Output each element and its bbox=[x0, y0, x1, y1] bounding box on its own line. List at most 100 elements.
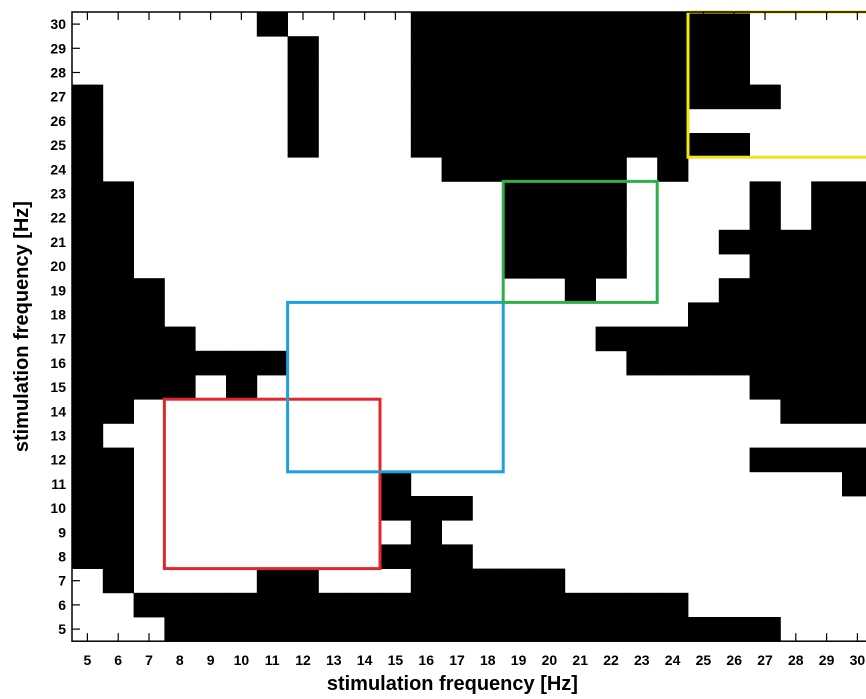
x-tick-label: 16 bbox=[418, 652, 434, 668]
heatmap-cell bbox=[595, 60, 627, 85]
heatmap-cell bbox=[534, 60, 566, 85]
heatmap-cell bbox=[441, 36, 473, 61]
heatmap-cell bbox=[749, 326, 781, 352]
heatmap-cell bbox=[749, 302, 781, 327]
heatmap-cell bbox=[410, 36, 442, 61]
y-tick-label: 23 bbox=[50, 186, 66, 202]
x-tick-label: 15 bbox=[388, 652, 404, 668]
heatmap-cell bbox=[287, 60, 319, 85]
heatmap-cell bbox=[287, 108, 319, 134]
heatmap-cell bbox=[595, 108, 627, 134]
heatmap-cell bbox=[102, 205, 134, 231]
heatmap-cell bbox=[595, 254, 627, 279]
heatmap-cell bbox=[133, 326, 165, 352]
heatmap-cell bbox=[657, 326, 689, 352]
heatmap-cell bbox=[595, 229, 627, 255]
heatmap-cell bbox=[503, 205, 535, 231]
heatmap-cell bbox=[410, 108, 442, 134]
heatmap-cell bbox=[780, 254, 812, 279]
heatmap-cell bbox=[657, 60, 689, 85]
heatmap-cell bbox=[503, 592, 535, 618]
y-tick-label: 26 bbox=[50, 113, 66, 129]
heatmap-cell bbox=[410, 496, 442, 521]
heatmap-cell bbox=[441, 157, 473, 182]
heatmap-cell bbox=[441, 108, 473, 134]
heatmap-cell bbox=[534, 157, 566, 182]
highlight-box bbox=[501, 179, 659, 304]
heatmap-cell bbox=[842, 471, 866, 497]
heatmap-cell bbox=[534, 568, 566, 594]
heatmap-cell bbox=[410, 84, 442, 110]
heatmap-cell bbox=[811, 278, 843, 303]
heatmap-cell bbox=[842, 254, 866, 279]
heatmap-cell bbox=[657, 350, 689, 376]
heatmap-cell bbox=[318, 592, 350, 618]
x-tick-label: 11 bbox=[265, 652, 280, 668]
heatmap-cell bbox=[626, 133, 658, 158]
heatmap-cell bbox=[102, 350, 134, 376]
x-tick-label: 25 bbox=[696, 652, 712, 668]
heatmap-cell bbox=[626, 350, 658, 376]
y-tick-label: 5 bbox=[58, 621, 66, 637]
heatmap-cell bbox=[164, 350, 196, 376]
heatmap-cell bbox=[595, 592, 627, 618]
heatmap-cell bbox=[688, 36, 720, 61]
heatmap-cell bbox=[595, 326, 627, 352]
heatmap-cell bbox=[626, 592, 658, 618]
heatmap-cell bbox=[102, 302, 134, 327]
heatmap-cell bbox=[718, 278, 750, 303]
heatmap-cell bbox=[811, 350, 843, 376]
heatmap-cell bbox=[164, 375, 196, 400]
heatmap-cell bbox=[195, 592, 227, 618]
heatmap-cell bbox=[564, 181, 596, 206]
x-tick-label: 7 bbox=[145, 652, 153, 668]
heatmap-cell bbox=[534, 592, 566, 618]
heatmap-cell bbox=[410, 592, 442, 618]
heatmap-cell bbox=[349, 592, 381, 618]
heatmap-cell bbox=[842, 399, 866, 424]
y-tick-label: 9 bbox=[58, 524, 66, 540]
heatmap-cell bbox=[811, 229, 843, 255]
heatmap-cell bbox=[657, 133, 689, 158]
heatmap-cell bbox=[503, 133, 535, 158]
y-tick-label: 18 bbox=[50, 307, 66, 323]
heatmap-cell bbox=[842, 447, 866, 473]
x-tick-label: 12 bbox=[295, 652, 311, 668]
heatmap-cell bbox=[811, 447, 843, 473]
heatmap-cell bbox=[718, 60, 750, 85]
heatmap-cell bbox=[749, 350, 781, 376]
heatmap-cell bbox=[226, 350, 258, 376]
heatmap-cell bbox=[195, 350, 227, 376]
heatmap-cell bbox=[226, 592, 258, 618]
heatmap-cell bbox=[472, 84, 504, 110]
heatmap-cell bbox=[164, 326, 196, 352]
heatmap-cell bbox=[811, 375, 843, 400]
heatmap-cell bbox=[749, 375, 781, 400]
y-tick-label: 7 bbox=[58, 573, 66, 589]
heatmap-cell bbox=[472, 133, 504, 158]
y-tick-label: 10 bbox=[50, 500, 66, 516]
x-tick-labels: 5 6 7 8 9 10 11 12 13 14 15 16 17 18 19 20 21 22 23 24 25 26 2… bbox=[84, 652, 866, 668]
heatmap-cell bbox=[688, 133, 720, 158]
heatmap-cell bbox=[102, 181, 134, 206]
y-tick-label: 14 bbox=[50, 403, 66, 419]
y-tick-label: 24 bbox=[50, 161, 66, 177]
heatmap-cell bbox=[410, 544, 442, 569]
heatmap-cell bbox=[503, 229, 535, 255]
y-tick-label: 20 bbox=[50, 258, 66, 274]
heatmap-cell bbox=[410, 60, 442, 85]
heatmap-cell bbox=[287, 133, 319, 158]
heatmap-cell bbox=[718, 84, 750, 110]
heatmap-cell bbox=[441, 544, 473, 569]
heatmap-cell bbox=[441, 60, 473, 85]
heatmap-cell bbox=[534, 108, 566, 134]
x-tick-label: 13 bbox=[326, 652, 342, 668]
y-tick-label: 25 bbox=[50, 137, 66, 153]
x-tick-label: 24 bbox=[665, 652, 681, 668]
y-tick-label: 8 bbox=[58, 549, 66, 565]
y-tick-label: 6 bbox=[58, 597, 66, 613]
x-tick-label: 9 bbox=[207, 652, 215, 668]
heatmap-cell bbox=[564, 229, 596, 255]
heatmap-cell bbox=[102, 326, 134, 352]
y-tick-label: 21 bbox=[50, 234, 66, 250]
